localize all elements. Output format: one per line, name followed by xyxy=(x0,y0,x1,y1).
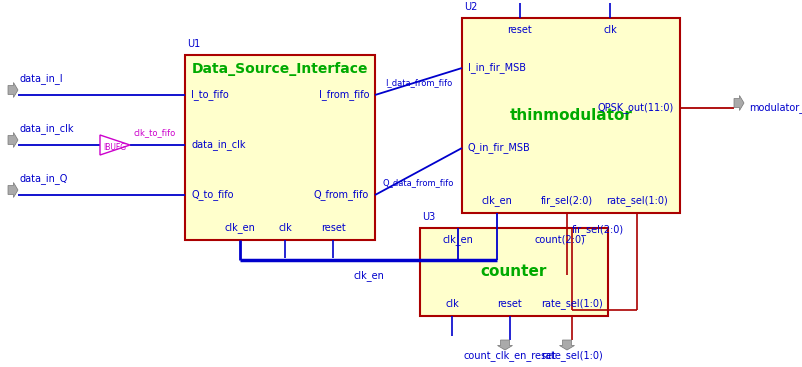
Text: Q_from_fifo: Q_from_fifo xyxy=(314,189,369,200)
Text: counter: counter xyxy=(481,265,547,280)
Bar xyxy=(185,55,375,240)
Text: thinmodulator: thinmodulator xyxy=(509,108,633,123)
Text: fir_sel(2:0): fir_sel(2:0) xyxy=(572,225,624,236)
Text: data_in_Q: data_in_Q xyxy=(20,174,68,185)
Text: rate_sel(1:0): rate_sel(1:0) xyxy=(541,350,603,361)
Text: U3: U3 xyxy=(422,212,435,222)
Text: QPSK_out(11:0): QPSK_out(11:0) xyxy=(597,102,674,113)
Text: data_in_clk: data_in_clk xyxy=(191,139,245,150)
Polygon shape xyxy=(100,135,130,155)
Bar xyxy=(462,18,680,213)
Text: reset: reset xyxy=(321,223,346,233)
Polygon shape xyxy=(560,340,574,350)
Text: I_in_fir_MSB: I_in_fir_MSB xyxy=(468,62,526,73)
Polygon shape xyxy=(734,95,744,110)
Polygon shape xyxy=(8,182,18,197)
Polygon shape xyxy=(8,132,18,148)
Polygon shape xyxy=(8,83,18,98)
Text: count(2:0): count(2:0) xyxy=(535,235,585,245)
Text: count_clk_en_reset: count_clk_en_reset xyxy=(464,350,557,361)
Text: I_from_fifo: I_from_fifo xyxy=(318,90,369,101)
Text: I_to_fifo: I_to_fifo xyxy=(191,90,229,101)
Text: Q_in_fir_MSB: Q_in_fir_MSB xyxy=(468,142,531,153)
Text: U1: U1 xyxy=(187,39,200,49)
Text: Q_data_from_fifo: Q_data_from_fifo xyxy=(383,178,454,187)
Text: IBUFG: IBUFG xyxy=(103,143,127,153)
Polygon shape xyxy=(497,340,512,350)
Text: reset: reset xyxy=(497,299,522,309)
Text: Data_Source_Interface: Data_Source_Interface xyxy=(192,62,368,76)
Text: U2: U2 xyxy=(464,2,477,12)
Text: clk_to_fifo: clk_to_fifo xyxy=(134,128,176,137)
Text: clk_en: clk_en xyxy=(481,196,512,207)
Text: modulator_out(11:0): modulator_out(11:0) xyxy=(749,102,802,113)
Text: clk_en: clk_en xyxy=(225,222,256,233)
Text: data_in_I: data_in_I xyxy=(20,73,63,84)
Text: I_data_from_fifo: I_data_from_fifo xyxy=(385,78,452,87)
Text: clk: clk xyxy=(603,25,617,35)
Bar xyxy=(420,228,608,316)
Text: clk_en: clk_en xyxy=(443,235,473,246)
Text: clk: clk xyxy=(278,223,292,233)
Text: Q_to_fifo: Q_to_fifo xyxy=(191,189,233,200)
Text: reset: reset xyxy=(508,25,533,35)
Text: fir_sel(2:0): fir_sel(2:0) xyxy=(541,196,593,207)
Text: rate_sel(1:0): rate_sel(1:0) xyxy=(606,196,668,207)
Text: clk: clk xyxy=(445,299,459,309)
Text: data_in_clk: data_in_clk xyxy=(20,124,75,134)
Text: clk_en: clk_en xyxy=(353,270,384,281)
Text: rate_sel(1:0): rate_sel(1:0) xyxy=(541,298,603,309)
